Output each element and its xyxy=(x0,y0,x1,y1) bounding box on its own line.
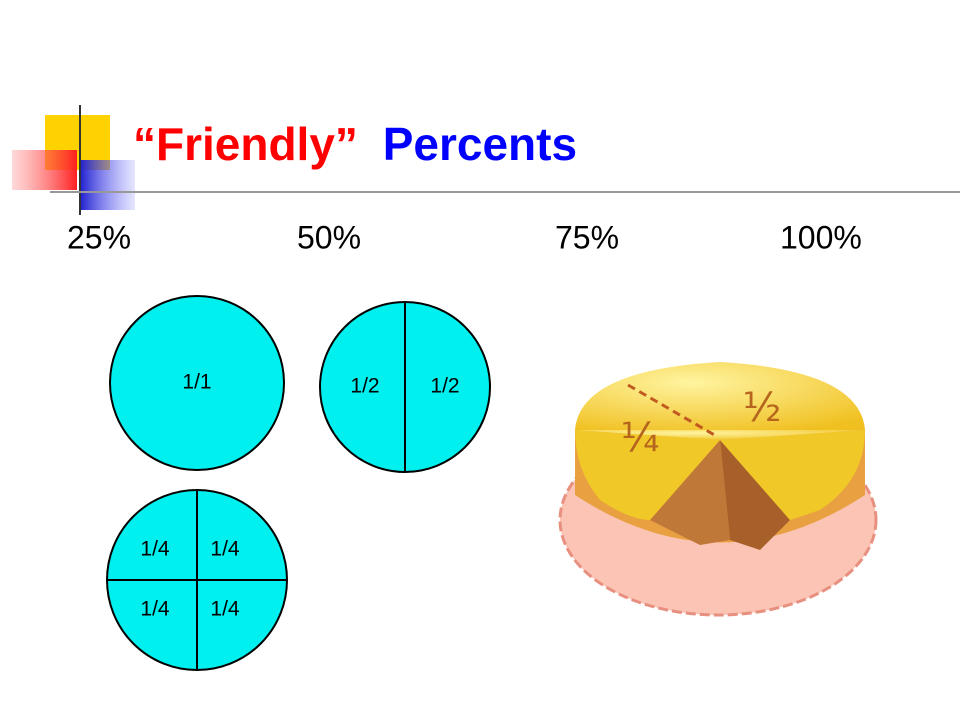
percent-label: 25% xyxy=(67,219,131,255)
fraction-label: 1/2 xyxy=(350,375,379,398)
fraction-label: 1/1 xyxy=(182,371,211,394)
fraction-label: 1/4 xyxy=(140,538,170,561)
percent-label: 75% xyxy=(555,219,619,255)
fraction-circle: 1/4 1/4 1/4 1/4 xyxy=(106,489,288,671)
percent-label: 50% xyxy=(297,219,361,255)
cake-label: ½ xyxy=(743,385,782,431)
title-part: “Friendly” xyxy=(133,118,358,170)
fraction-circle: 1/2 1/2 xyxy=(319,301,491,473)
decoration xyxy=(12,105,960,215)
cake-label: ¼ xyxy=(621,415,660,461)
fraction-label: 1/4 xyxy=(210,538,240,561)
title-part: Percents xyxy=(383,118,577,170)
fraction-circle: 1/1 xyxy=(109,295,285,471)
fraction-label: 1/4 xyxy=(210,598,240,621)
fraction-label: 1/4 xyxy=(140,598,170,621)
title: “Friendly” Percents xyxy=(133,118,577,170)
fraction-label: 1/2 xyxy=(430,375,459,398)
cake-illustration: ½ ¼ xyxy=(558,362,878,617)
percent-label: 100% xyxy=(780,219,862,255)
